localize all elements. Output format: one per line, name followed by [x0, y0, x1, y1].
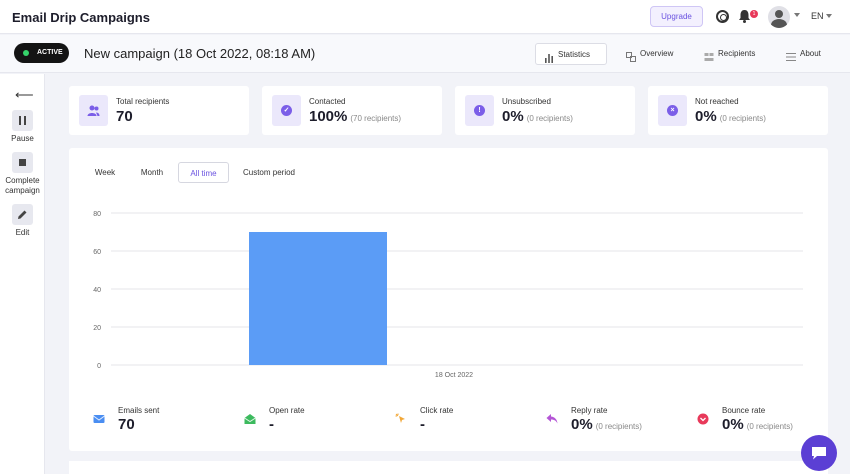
- pause-button[interactable]: Pause: [0, 110, 45, 144]
- stat-label: Contacted: [309, 97, 345, 106]
- tab-recipients[interactable]: Recipients: [696, 43, 766, 65]
- y-tick-label: 0: [97, 363, 101, 370]
- metric-value: 70: [118, 416, 135, 433]
- stat-label: Unsubscribed: [502, 97, 551, 106]
- metric-open-rate: Open rate -: [237, 406, 387, 436]
- list-icon: [786, 49, 796, 59]
- bell-icon[interactable]: [739, 10, 750, 23]
- stat-value: 0% (0 recipients): [502, 108, 573, 125]
- language-selector[interactable]: EN: [811, 11, 824, 21]
- chat-button[interactable]: [801, 435, 837, 471]
- open-envelope-glyph: [244, 413, 256, 425]
- help-icon[interactable]: [716, 10, 729, 23]
- bounce-icon: [690, 406, 716, 432]
- tab-overview[interactable]: Overview: [618, 43, 682, 65]
- exclamation-icon: !: [465, 95, 494, 126]
- stat-card-not-reached: × Not reached 0% (0 recipients): [648, 86, 828, 135]
- status-dot-icon: [23, 50, 29, 56]
- side-action-label: Pause: [0, 134, 45, 144]
- app-title: Email Drip Campaigns: [12, 10, 150, 25]
- metric-value: 0% (0 recipients): [571, 416, 642, 433]
- stop-icon: [12, 152, 33, 173]
- stat-card-unsubscribed: ! Unsubscribed 0% (0 recipients): [455, 86, 635, 135]
- metric-label: Emails sent: [118, 406, 159, 415]
- overview-icon: [626, 49, 636, 59]
- tab-about[interactable]: About: [778, 43, 832, 65]
- avatar[interactable]: [768, 6, 790, 28]
- campaign-header: ACTIVE New campaign (18 Oct 2022, 08:18 …: [0, 35, 850, 73]
- check-icon: ✓: [272, 95, 301, 126]
- metric-click-rate: Click rate -: [388, 406, 538, 436]
- envelope-icon: [86, 406, 112, 432]
- stat-card-total-recipients: Total recipients 70: [69, 86, 249, 135]
- metric-bounce-rate: Bounce rate 0% (0 recipients): [690, 406, 840, 436]
- status-label: ACTIVE: [37, 49, 63, 56]
- cursor-glyph: [395, 413, 407, 425]
- stat-label: Total recipients: [116, 97, 169, 106]
- metric-value: -: [420, 416, 425, 433]
- statistics-panel: Week Month All time Custom period 0 20 40 6…: [69, 148, 828, 451]
- notification-badge: 1: [750, 10, 758, 18]
- arrow-left-icon[interactable]: ⟵: [15, 87, 34, 103]
- bottom-panel: [69, 461, 828, 474]
- stat-value: 100% (70 recipients): [309, 108, 401, 125]
- tab-label: Overview: [640, 49, 673, 58]
- y-tick-label: 40: [93, 287, 101, 294]
- pencil-icon: [12, 204, 33, 225]
- x-icon: ×: [658, 95, 687, 126]
- upgrade-button[interactable]: Upgrade: [650, 6, 703, 27]
- y-tick-label: 20: [93, 325, 101, 332]
- stat-value: 0% (0 recipients): [695, 108, 766, 125]
- metric-label: Click rate: [420, 406, 453, 415]
- reply-glyph: [546, 413, 558, 425]
- tab-label: Statistics: [558, 50, 590, 59]
- emails-bar-chart: 0 20 40 60 80 18 Oct 2022: [69, 148, 828, 388]
- status-badge: ACTIVE: [14, 43, 69, 63]
- side-action-label: Edit: [0, 228, 45, 238]
- y-tick-label: 80: [93, 211, 101, 218]
- chat-bubble-icon: [811, 446, 827, 460]
- reply-icon: [539, 406, 565, 432]
- side-action-label: Complete campaign: [0, 176, 45, 196]
- chevron-down-icon[interactable]: [794, 13, 800, 17]
- cursor-click-icon: [388, 406, 414, 432]
- metric-emails-sent: Emails sent 70: [86, 406, 236, 436]
- metric-reply-rate: Reply rate 0% (0 recipients): [539, 406, 689, 436]
- metric-label: Open rate: [269, 406, 305, 415]
- page-title: New campaign (18 Oct 2022, 08:18 AM): [84, 46, 315, 61]
- metric-label: Bounce rate: [722, 406, 765, 415]
- stat-value: 70: [116, 108, 133, 125]
- stat-card-contacted: ✓ Contacted 100% (70 recipients): [262, 86, 442, 135]
- complete-campaign-button[interactable]: Complete campaign: [0, 152, 45, 196]
- envelope-glyph: [93, 413, 105, 425]
- pause-icon: [12, 110, 33, 131]
- edit-button[interactable]: Edit: [0, 204, 45, 238]
- chevron-down-icon[interactable]: [826, 14, 832, 18]
- bounce-glyph: [697, 413, 709, 425]
- open-envelope-icon: [237, 406, 263, 432]
- tab-statistics[interactable]: Statistics: [535, 43, 607, 65]
- metric-label: Reply rate: [571, 406, 607, 415]
- y-tick-label: 60: [93, 249, 101, 256]
- top-bar: Email Drip Campaigns Upgrade 1 EN: [0, 0, 850, 34]
- x-tick-label: 18 Oct 2022: [435, 372, 473, 379]
- bar-chart-icon: [544, 50, 554, 60]
- tab-label: Recipients: [718, 49, 755, 58]
- bar-18-oct-2022: [249, 232, 387, 365]
- metric-value: 0% (0 recipients): [722, 416, 793, 433]
- metric-value: -: [269, 416, 274, 433]
- recipients-icon: [704, 49, 714, 59]
- stat-label: Not reached: [695, 97, 739, 106]
- left-sidebar: ⟵ Pause Complete campaign Edit: [0, 74, 45, 474]
- tab-label: About: [800, 49, 821, 58]
- users-icon: [79, 95, 108, 126]
